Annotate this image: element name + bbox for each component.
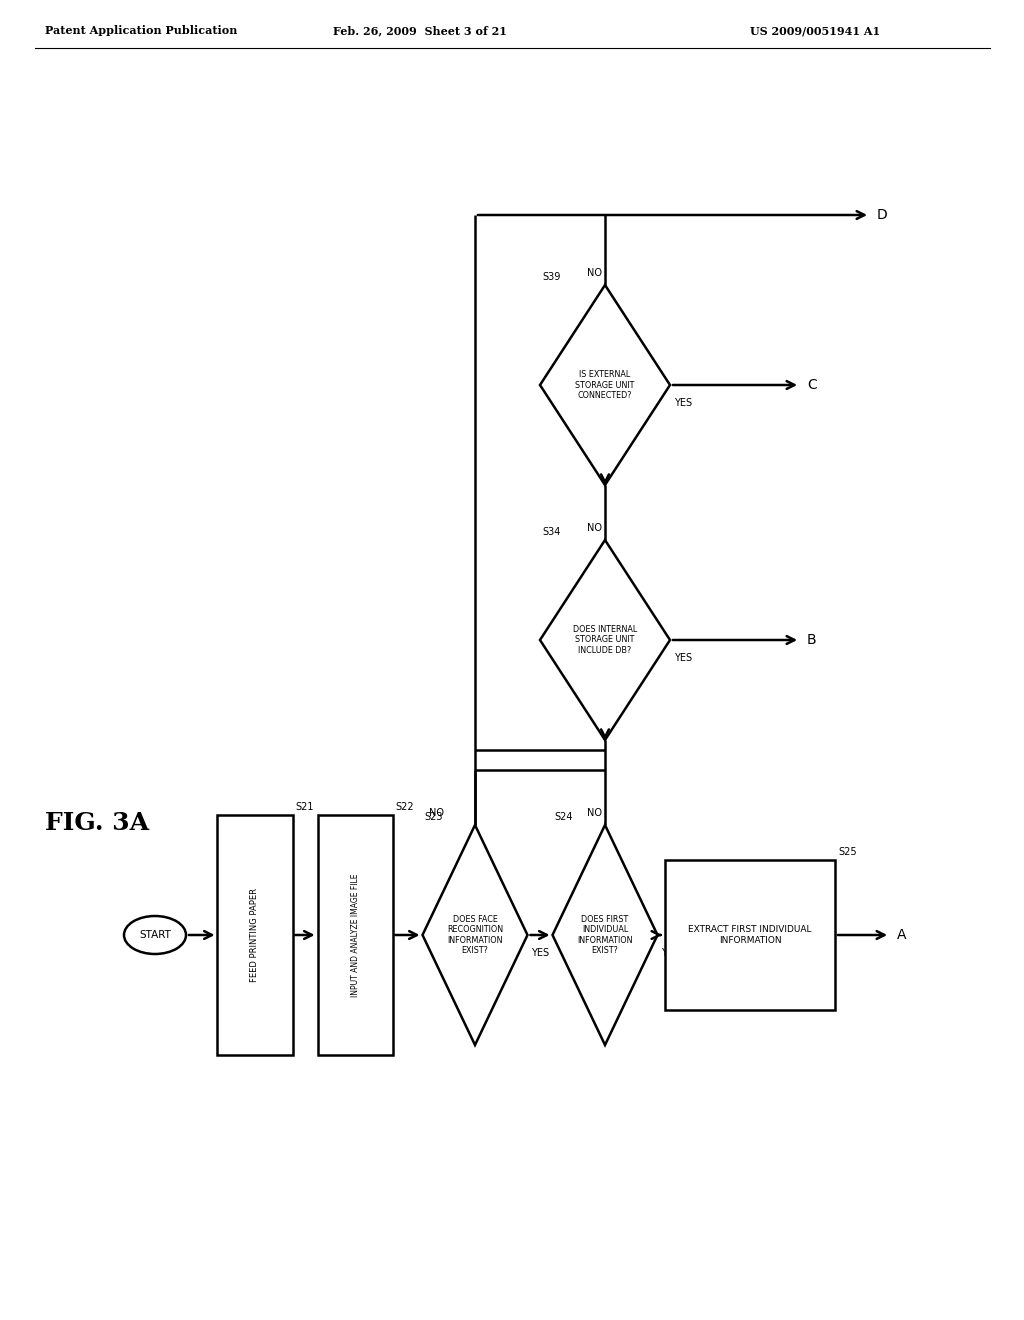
Text: B: B (807, 634, 816, 647)
Text: NO: NO (588, 523, 602, 533)
Text: NO: NO (588, 268, 602, 279)
Text: FEED PRINTING PAPER: FEED PRINTING PAPER (251, 888, 259, 982)
Bar (317, 814, 392, 1055)
Polygon shape (540, 540, 670, 741)
Polygon shape (540, 285, 670, 484)
Text: Patent Application Publication: Patent Application Publication (45, 25, 238, 36)
Text: EXTRACT FIRST INDIVIDUAL
INFORMATION: EXTRACT FIRST INDIVIDUAL INFORMATION (688, 925, 812, 945)
Text: A: A (897, 928, 906, 942)
Text: C: C (807, 378, 817, 392)
Text: YES: YES (674, 399, 692, 408)
Text: Feb. 26, 2009  Sheet 3 of 21: Feb. 26, 2009 Sheet 3 of 21 (333, 25, 507, 36)
Text: S25: S25 (838, 847, 857, 857)
Text: D: D (877, 209, 888, 222)
Text: S39: S39 (542, 272, 560, 282)
Text: S24: S24 (555, 812, 573, 822)
Text: INPUT AND ANALYZE IMAGE FILE: INPUT AND ANALYZE IMAGE FILE (350, 874, 359, 997)
Text: US 2009/0051941 A1: US 2009/0051941 A1 (750, 25, 880, 36)
Text: FIG. 3A: FIG. 3A (45, 810, 150, 836)
Text: YES: YES (674, 653, 692, 663)
Text: NO: NO (588, 808, 602, 818)
Text: START: START (139, 931, 171, 940)
Text: YES: YES (531, 948, 550, 958)
Text: DOES FIRST
INDIVIDUAL
INFORMATION
EXIST?: DOES FIRST INDIVIDUAL INFORMATION EXIST? (578, 915, 633, 956)
Polygon shape (423, 825, 527, 1045)
Ellipse shape (124, 916, 186, 954)
Text: DOES FACE
RECOGNITION
INFORMATION
EXIST?: DOES FACE RECOGNITION INFORMATION EXIST? (446, 915, 503, 956)
Polygon shape (553, 825, 657, 1045)
Text: S34: S34 (542, 527, 560, 537)
Text: YES: YES (662, 948, 680, 958)
Text: IS EXTERNAL
STORAGE UNIT
CONNECTED?: IS EXTERNAL STORAGE UNIT CONNECTED? (575, 370, 635, 400)
Text: S21: S21 (296, 803, 314, 812)
Text: S23: S23 (425, 812, 443, 822)
Bar (665, 861, 835, 1010)
Text: S22: S22 (395, 803, 414, 812)
Text: DOES INTERNAL
STORAGE UNIT
INCLUDE DB?: DOES INTERNAL STORAGE UNIT INCLUDE DB? (572, 626, 637, 655)
Text: NO: NO (429, 808, 444, 818)
Bar (217, 814, 293, 1055)
